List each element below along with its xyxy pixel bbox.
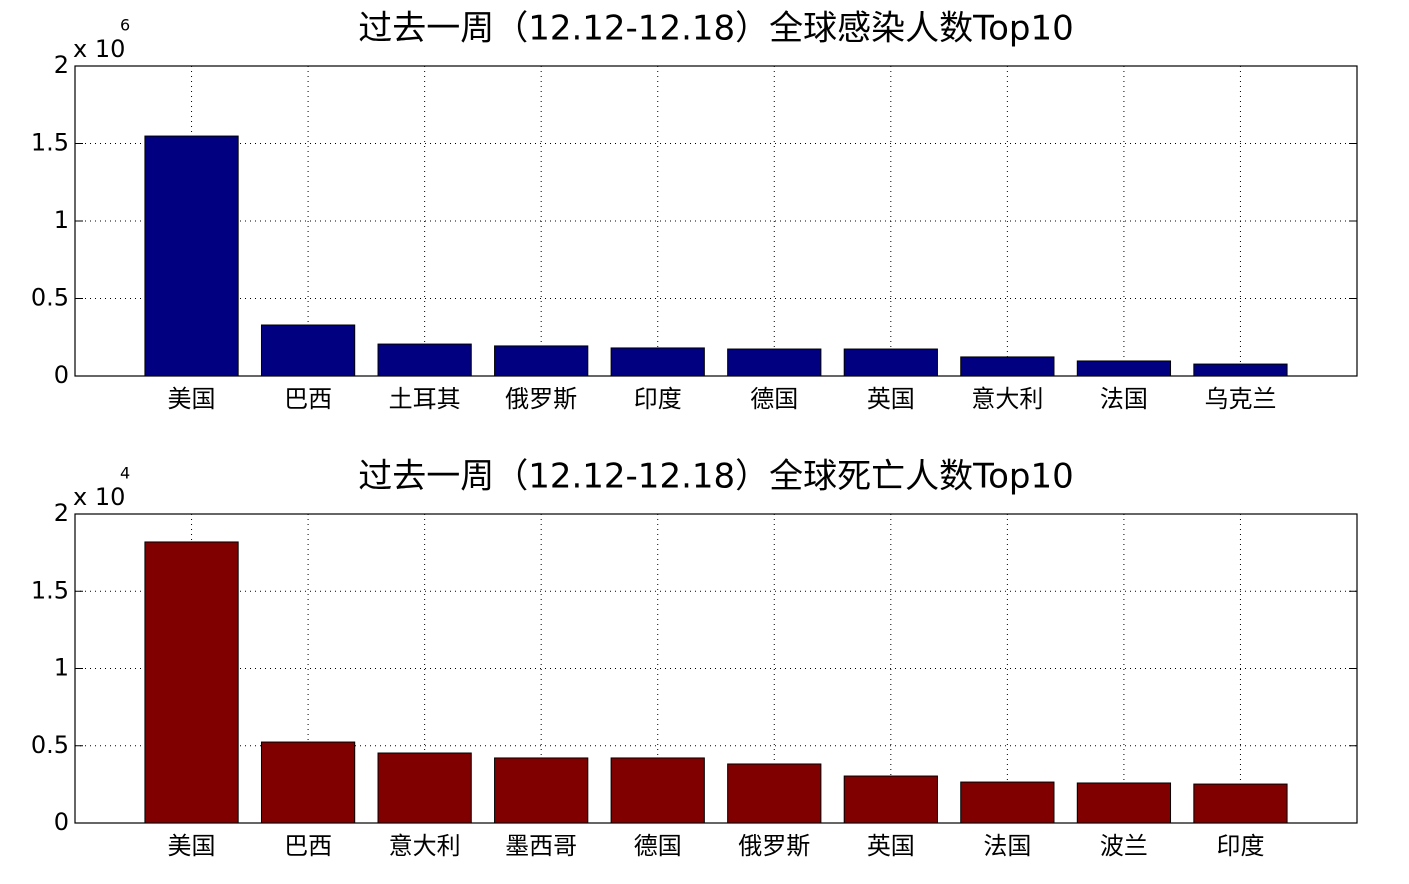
bar <box>610 347 705 377</box>
bar <box>144 541 239 824</box>
x-tick-label: 巴西 <box>284 385 332 413</box>
bar <box>1076 360 1172 377</box>
y-tick-label: 1.5 <box>31 129 69 157</box>
x-tick-label: 波兰 <box>1100 832 1148 860</box>
bar <box>377 343 472 377</box>
bar <box>377 752 472 824</box>
bar <box>960 781 1055 824</box>
axis-multiplier: x 10 <box>73 483 125 511</box>
chart-title: 过去一周（12.12-12.18）全球感染人数Top10 <box>358 9 1074 49</box>
axis-exponent: 6 <box>120 16 130 35</box>
x-tick-label: 美国 <box>168 832 216 860</box>
bar <box>843 348 938 377</box>
axes-box <box>74 513 1358 824</box>
x-tick-label: 意大利 <box>389 832 461 860</box>
x-tick-label: 乌克兰 <box>1204 385 1276 413</box>
x-tick-label: 巴西 <box>284 832 332 860</box>
x-tick-label: 俄罗斯 <box>738 832 810 860</box>
y-tick-label: 1 <box>54 654 69 682</box>
y-tick-label: 1.5 <box>31 576 69 604</box>
axis-multiplier: x 10 <box>73 35 125 63</box>
x-tick-label: 墨西哥 <box>505 832 577 860</box>
bar <box>727 348 822 377</box>
x-tick-label: 法国 <box>1100 385 1148 413</box>
y-tick-label: 2 <box>54 51 69 79</box>
x-tick-label: 德国 <box>750 385 798 413</box>
axis-exponent: 4 <box>120 464 130 483</box>
x-tick-label: 英国 <box>867 832 915 860</box>
bar <box>494 757 589 824</box>
bar <box>960 356 1055 377</box>
y-tick-label: 0 <box>54 361 69 389</box>
y-tick-label: 0 <box>54 808 69 836</box>
bar <box>260 324 356 377</box>
bar <box>610 757 705 824</box>
x-tick-label: 德国 <box>634 832 682 860</box>
x-tick-label: 法国 <box>983 832 1031 860</box>
bar <box>260 741 356 824</box>
y-tick-label: 1 <box>54 206 69 234</box>
bar <box>1076 782 1172 824</box>
x-tick-label: 美国 <box>168 385 216 413</box>
x-tick-label: 印度 <box>1216 832 1264 860</box>
axes-box <box>74 65 1358 377</box>
x-tick-label: 印度 <box>634 385 682 413</box>
y-tick-label: 0.5 <box>31 284 69 312</box>
bar <box>727 763 822 824</box>
bar <box>1193 363 1288 377</box>
bar <box>843 775 938 824</box>
bar <box>494 345 589 377</box>
y-tick-label: 2 <box>54 499 69 527</box>
bar <box>144 135 239 377</box>
y-tick-label: 0.5 <box>31 731 69 759</box>
x-tick-label: 意大利 <box>971 385 1043 413</box>
x-tick-label: 俄罗斯 <box>505 385 577 413</box>
chart-title: 过去一周（12.12-12.18）全球死亡人数Top10 <box>358 457 1074 497</box>
x-tick-label: 英国 <box>867 385 915 413</box>
bar <box>1193 783 1288 824</box>
x-tick-label: 土耳其 <box>389 385 461 413</box>
